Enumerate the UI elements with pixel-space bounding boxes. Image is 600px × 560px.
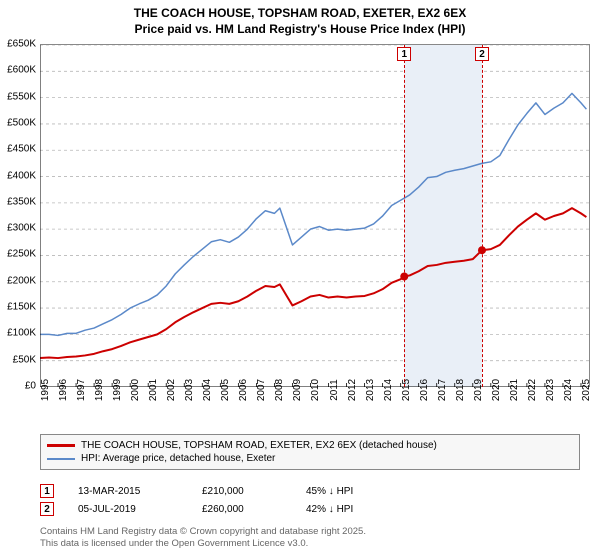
sale-delta: 42% ↓ HPI: [306, 504, 353, 515]
x-tick-label: 1999: [112, 379, 123, 401]
plot-svg: [40, 45, 590, 387]
series-hpi: [40, 93, 586, 335]
x-tick-label: 2021: [509, 379, 520, 401]
shaded-band: [404, 45, 482, 387]
legend-swatch: [47, 458, 75, 460]
title-line2: Price paid vs. HM Land Registry's House …: [0, 22, 600, 38]
x-tick-label: 2002: [166, 379, 177, 401]
sale-vline: [482, 45, 483, 387]
sale-number-box: 2: [40, 502, 54, 516]
x-tick-label: 1996: [58, 379, 69, 401]
y-tick-label: £0: [25, 381, 36, 392]
legend: THE COACH HOUSE, TOPSHAM ROAD, EXETER, E…: [40, 434, 580, 470]
x-tick-label: 2020: [491, 379, 502, 401]
y-tick-label: £550K: [7, 91, 36, 102]
sale-vline: [404, 45, 405, 387]
x-tick-label: 2004: [202, 379, 213, 401]
y-tick-label: £400K: [7, 170, 36, 181]
plot-area: 12: [40, 44, 590, 386]
gridlines: [40, 45, 590, 387]
y-tick-label: £600K: [7, 65, 36, 76]
x-tick-label: 2000: [130, 379, 141, 401]
chart-container: THE COACH HOUSE, TOPSHAM ROAD, EXETER, E…: [0, 0, 600, 560]
y-tick-label: £500K: [7, 117, 36, 128]
x-tick-label: 2015: [401, 379, 412, 401]
legend-item: HPI: Average price, detached house, Exet…: [47, 452, 573, 465]
x-tick-label: 2024: [563, 379, 574, 401]
sale-price: £260,000: [202, 504, 282, 515]
sale-row: 2 05-JUL-2019 £260,000 42% ↓ HPI: [40, 500, 580, 518]
x-tick-label: 2005: [220, 379, 231, 401]
legend-label: HPI: Average price, detached house, Exet…: [81, 453, 275, 464]
x-tick-label: 2018: [455, 379, 466, 401]
x-tick-label: 1998: [94, 379, 105, 401]
x-axis: 1995199619971998199920002001200220032004…: [40, 386, 590, 436]
x-tick-label: 2023: [545, 379, 556, 401]
sales-table: 1 13-MAR-2015 £210,000 45% ↓ HPI 2 05-JUL-201…: [40, 482, 580, 518]
x-tick-label: 2013: [365, 379, 376, 401]
x-tick-label: 1995: [40, 379, 51, 401]
sale-date: 13-MAR-2015: [78, 486, 178, 497]
sale-price: £210,000: [202, 486, 282, 497]
y-tick-label: £250K: [7, 249, 36, 260]
x-tick-label: 2011: [329, 379, 340, 401]
y-tick-label: £300K: [7, 223, 36, 234]
sale-delta: 45% ↓ HPI: [306, 486, 353, 497]
x-tick-label: 2006: [238, 379, 249, 401]
x-tick-label: 2010: [310, 379, 321, 401]
x-tick-label: 2017: [437, 379, 448, 401]
sale-date: 05-JUL-2019: [78, 504, 178, 515]
y-tick-label: £650K: [7, 39, 36, 50]
x-tick-label: 1997: [76, 379, 87, 401]
sale-number-box: 1: [40, 484, 54, 498]
x-tick-label: 2016: [419, 379, 430, 401]
y-tick-label: £150K: [7, 302, 36, 313]
y-tick-label: £350K: [7, 196, 36, 207]
y-tick-label: £200K: [7, 275, 36, 286]
sale-marker-1: 1: [397, 47, 411, 61]
x-tick-label: 2012: [347, 379, 358, 401]
title-line1: THE COACH HOUSE, TOPSHAM ROAD, EXETER, E…: [0, 6, 600, 22]
x-tick-label: 2007: [256, 379, 267, 401]
legend-label: THE COACH HOUSE, TOPSHAM ROAD, EXETER, E…: [81, 440, 437, 451]
footnote-line2: This data is licensed under the Open Gov…: [40, 538, 366, 550]
x-tick-label: 2022: [527, 379, 538, 401]
x-tick-label: 2009: [292, 379, 303, 401]
legend-swatch: [47, 444, 75, 447]
y-tick-label: £50K: [13, 354, 36, 365]
y-tick-label: £100K: [7, 328, 36, 339]
x-tick-label: 2019: [473, 379, 484, 401]
y-tick-label: £450K: [7, 144, 36, 155]
x-tick-label: 2001: [148, 379, 159, 401]
x-tick-label: 2025: [581, 379, 592, 401]
sale-row: 1 13-MAR-2015 £210,000 45% ↓ HPI: [40, 482, 580, 500]
series-lines: [40, 93, 586, 358]
series-property: [40, 208, 586, 358]
y-axis: £0£50K£100K£150K£200K£250K£300K£350K£400…: [0, 44, 40, 386]
axis-lines: [40, 45, 590, 387]
footnote: Contains HM Land Registry data © Crown c…: [40, 526, 366, 550]
legend-item: THE COACH HOUSE, TOPSHAM ROAD, EXETER, E…: [47, 439, 573, 452]
x-tick-label: 2014: [383, 379, 394, 401]
x-tick-label: 2008: [274, 379, 285, 401]
footnote-line1: Contains HM Land Registry data © Crown c…: [40, 526, 366, 538]
sale-marker-2: 2: [475, 47, 489, 61]
x-tick-label: 2003: [184, 379, 195, 401]
chart-title: THE COACH HOUSE, TOPSHAM ROAD, EXETER, E…: [0, 0, 600, 37]
